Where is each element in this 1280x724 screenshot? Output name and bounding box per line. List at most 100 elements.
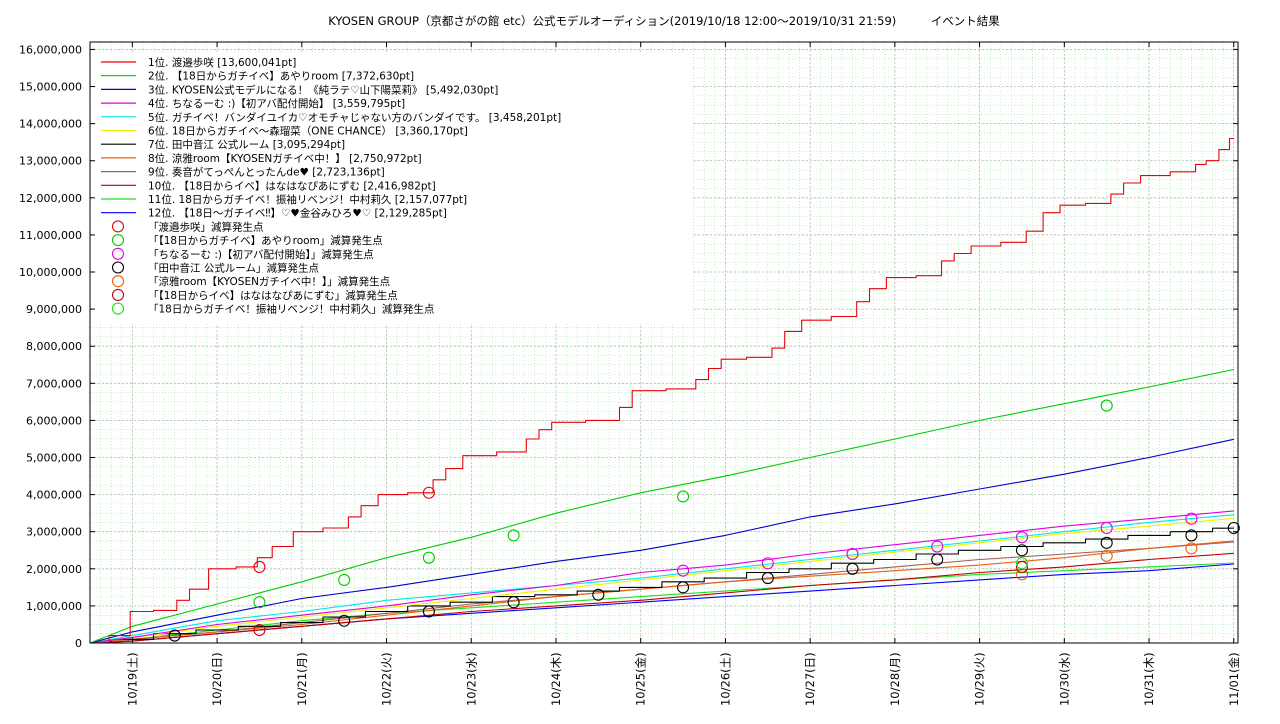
legend-label: 11位. 18日からガチイベ！振袖リベンジ！中村莉久 [2,157,077pt] [148,193,467,206]
plot-frame [89,41,1239,644]
decrease-marker-3 [1100,521,1113,535]
legend-label: 3位. KYOSEN公式モデルになる！《純ラテ♡山下陽菜莉》 [5,492,03… [148,83,498,96]
decrease-marker-2 [677,490,690,503]
legend-marker-label: 「【18日からイベ】はなはなぴあにずむ」減算発生点 [148,289,398,302]
legend-label: 8位. 涼雅room【KYOSENガチイベ中！】 [2,750,972pt] [148,152,422,165]
legend-marker-label: 「渡邉歩咲」減算発生点 [148,220,264,233]
x-tick-label: 11/01(金) [1227,652,1241,706]
x-tick-label: 10/30(水) [1057,652,1071,706]
chart-title: KYOSEN GROUP（京都さがの館 etc）公式モデルオーディション(201… [328,14,1000,28]
legend-background [92,54,692,324]
decrease-marker-3 [761,557,774,570]
decrease-marker-2 [253,596,266,609]
y-tick-label: 16,000,000 [19,43,82,56]
decrease-marker-5 [1185,542,1198,555]
decrease-marker-3 [1015,531,1029,544]
legend-marker-swatch [111,247,125,260]
y-tick-label: 10,000,000 [19,266,82,279]
x-tick-label: 10/25(金) [634,652,648,706]
legend-label: 7位. 田中音江 公式ルーム [3,095,294pt] [148,138,345,151]
legend-marker-swatch [111,220,125,233]
legend: 1位. 渡邉歩咲 [13,600,041pt]2位. 【18日からガチイベ】あや… [92,54,692,324]
legend-label: 9位. 奏音がてっぺんとったんde♥ [2,723,136pt] [148,166,385,179]
decrease-marker-2 [338,573,351,586]
decrease-marker-1 [253,560,266,573]
x-tick-label: 10/27(日) [803,652,817,706]
legend-marker-label: 「ちなるーむ :)【初アバ配付開始】」減算発生点 [148,248,374,261]
marker-layer [168,399,1240,642]
decrease-marker-3 [931,540,944,553]
x-tick-label: 10/19(土) [125,652,139,706]
decrease-marker-2 [422,551,435,564]
x-tick-label: 10/22(火) [380,652,394,706]
legend-marker-swatch [111,234,125,247]
decrease-marker-4 [677,581,690,594]
series-line-7 [90,527,1234,644]
y-tick-label: 12,000,000 [19,192,82,205]
decrease-marker-3 [1185,512,1198,525]
decrease-marker-4 [168,629,181,642]
decrease-marker-4 [1185,529,1198,542]
y-tick-label: 0 [75,637,82,650]
y-tick-label: 5,000,000 [26,452,82,465]
y-tick-label: 14,000,000 [19,118,82,131]
legend-marker-label: 「【18日からガチイベ】あやりroom」減算発生点 [148,234,383,247]
series-line-10 [89,552,1234,644]
y-tick-label: 15,000,000 [19,81,82,94]
legend-marker-swatch [111,275,125,288]
decrease-marker-2 [507,529,520,542]
legend-label: 2位. 【18日からガチイベ】あやりroom [7,372,630pt] [148,70,414,83]
decrease-marker-4 [761,572,774,585]
series-line-3 [89,438,1234,644]
decrease-marker-4 [1100,536,1113,549]
decrease-marker-4 [846,562,859,575]
decrease-marker-4 [592,588,605,601]
series-line-1 [90,137,1234,644]
x-axis: 10/19(土) 10/20(日) 10/21(月) 10/22(火) 10/23(水)… [125,42,1241,706]
legend-label: 12位. 【18日〜ガチイベ‼】♡♥金谷みひろ♥♡ [2,129,285pt] [148,207,447,220]
x-tick-label: 10/20(日) [210,652,224,706]
decrease-marker-7 [1015,557,1029,570]
decrease-marker-6 [1015,560,1029,573]
series-line-6 [89,517,1234,644]
series-line-5 [89,514,1234,644]
legend-label: 6位. 18日からガチイベ〜森瑠菜（ONE CHANCE） [3,360,170… [148,125,468,138]
legend-marker-label: 「18日からガチイベ！振袖リベンジ！中村莉久」減算発生点 [148,303,434,316]
decrease-marker-4 [931,553,944,566]
y-tick-label: 2,000,000 [26,563,82,576]
decrease-marker-4 [1015,544,1029,557]
legend-marker-label: 「涼雅room【KYOSENガチイベ中！】」減算発生点 [148,275,390,288]
decrease-marker-1 [422,486,435,499]
legend-label: 5位. ガチイベ！バンダイユイカ♡オモチャじゃない方のバンダイです。 [3,45… [148,111,561,124]
decrease-marker-3 [846,547,859,561]
y-tick-label: 6,000,000 [26,414,82,427]
y-tick-label: 13,000,000 [19,155,82,168]
x-tick-label: 10/21(月) [295,652,309,706]
series-line-2 [89,368,1234,644]
decrease-marker-4 [422,605,435,618]
y-tick-label: 8,000,000 [26,340,82,353]
y-tick-label: 11,000,000 [19,229,82,242]
legend-marker-label: 「田中音江 公式ルーム」減算発生点 [148,262,319,275]
series-line-4 [89,510,1234,644]
decrease-marker-4 [1227,521,1240,535]
decrease-marker-2 [1100,399,1113,412]
decrease-marker-4 [507,596,520,609]
legend-marker-swatch [111,288,125,301]
x-tick-label: 10/31(木) [1142,652,1156,706]
decrease-marker-3 [677,564,690,577]
legend-marker-swatch [111,261,125,274]
y-tick-label: 9,000,000 [26,303,82,316]
series-line-8 [89,540,1234,644]
y-tick-label: 1,000,000 [26,600,82,613]
legend-label: 1位. 渡邉歩咲 [13,600,041pt] [148,56,296,69]
series-line-11 [89,562,1234,644]
legend-marker-swatch [111,302,125,315]
decrease-marker-6 [253,623,266,637]
x-tick-label: 10/23(水) [464,652,478,706]
y-tick-label: 7,000,000 [26,377,82,390]
decrease-marker-5 [1100,549,1113,562]
series-layer [89,137,1234,644]
